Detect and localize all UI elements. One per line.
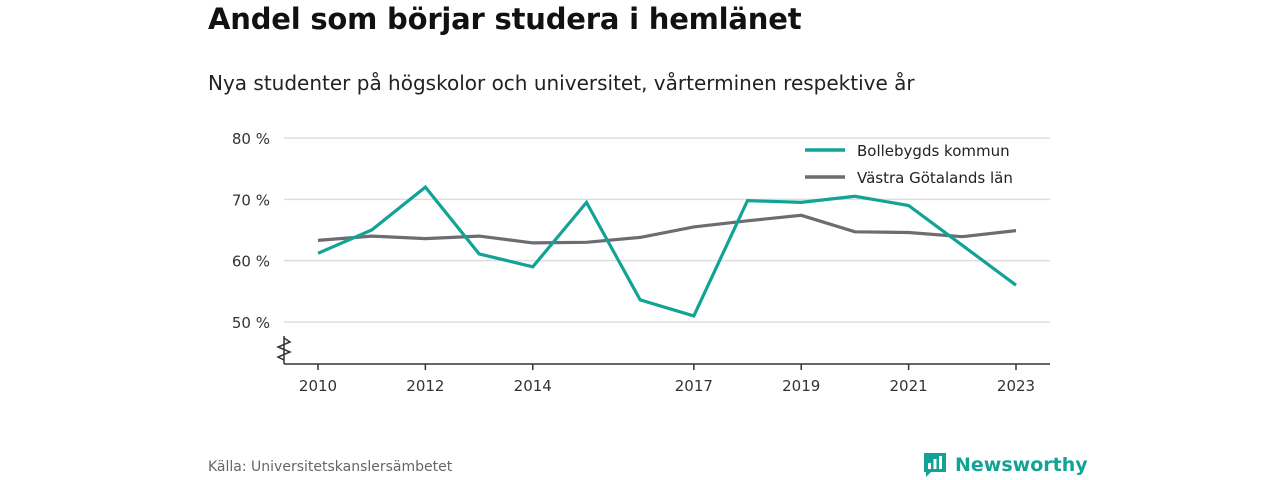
x-tick-label: 2019 [782, 377, 820, 395]
y-tick-label: 60 % [232, 253, 270, 271]
chart-title: Andel som börjar studera i hemlänet [208, 2, 802, 36]
x-tick-label: 2012 [406, 377, 444, 395]
brand-logo: Newsworthy [922, 450, 1088, 480]
y-tick-label: 80 % [232, 130, 270, 148]
y-tick-label: 50 % [232, 314, 270, 332]
x-tick-label: 2014 [514, 377, 552, 395]
x-tick-label: 2010 [299, 377, 337, 395]
x-tick-label: 2017 [675, 377, 713, 395]
series-line-2 [317, 213, 1017, 245]
x-tick-label: 2021 [890, 377, 928, 395]
legend-label-2: Västra Götalands län [857, 169, 1013, 187]
x-tick-label: 2023 [997, 377, 1035, 395]
series-line-1 [317, 184, 1017, 318]
newsworthy-logo-icon [924, 453, 946, 477]
brand-name: Newsworthy [955, 454, 1088, 476]
legend-label-1: Bollebygds kommun [857, 142, 1010, 160]
source-note: Källa: Universitetskanslersämbetet [208, 459, 453, 475]
y-tick-label: 70 % [232, 191, 270, 209]
chart-subtitle: Nya studenter på högskolor och universit… [208, 71, 915, 95]
axis-break-icon [276, 337, 292, 361]
